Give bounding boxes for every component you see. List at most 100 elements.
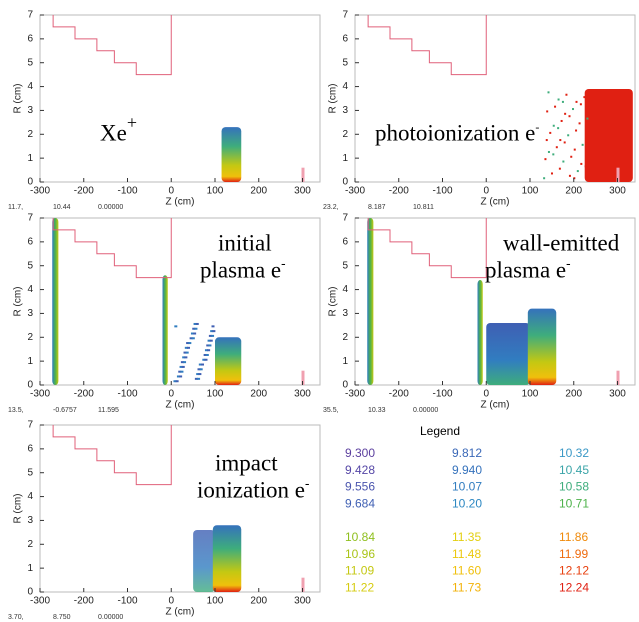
y-tick-label: 4 [27,81,33,92]
panel-label: photoionization e- [375,120,539,146]
y-tick-label: 4 [27,491,33,502]
footer-text: 11.595 [98,407,119,414]
density-speck [208,344,212,347]
panel: -300 -200 -100 0 100 200 300 0 1 2 3 4 5 6 7 Z (cm) R (c… [323,213,636,414]
x-tick-label: 300 [609,186,626,197]
y-tick-label: 3 [27,308,33,319]
x-tick-label: -300 [30,186,50,197]
density-speck [551,172,553,175]
footer-text: 8.187 [368,204,386,211]
x-tick-label: -100 [117,186,137,197]
footer-text: 11.7, [8,204,23,211]
density-speck [578,122,581,125]
density-speck [586,117,589,120]
footer-text: 10.44 [53,204,71,211]
x-tick-label: 200 [250,186,267,197]
x-tick-label: 200 [565,186,582,197]
density-speck [176,375,180,378]
density-speck [190,332,194,335]
density-speck [543,177,546,180]
x-axis-label: Z (cm) [166,197,195,208]
y-tick-label: 1 [342,153,348,164]
density-speck [204,349,208,352]
panel-label: Xe+ [100,113,137,146]
footer-text: 13.5, [8,407,24,414]
y-tick-label: 0 [27,177,33,188]
x-axis-label: Z (cm) [481,400,510,411]
density-region [193,529,215,592]
density-speck [206,344,210,347]
density-region [527,308,557,385]
density-speck [193,332,197,335]
x-axis-label: Z (cm) [166,400,195,411]
y-tick-label: 5 [27,57,33,68]
legend-entry: 9.556 [345,480,375,494]
density-speck [545,139,548,142]
density-speck [205,353,209,356]
y-tick-label: 1 [27,356,33,367]
x-tick-label: -100 [117,596,137,607]
density-speck [186,342,190,345]
legend-entry: 11.22 [345,580,374,594]
legend-entry: 10.32 [559,446,589,460]
legend-entry: 9.300 [345,446,375,460]
density-speck [555,146,558,149]
x-tick-label: -100 [432,389,452,400]
superscript: - [281,255,285,270]
x-tick-label: -300 [30,389,50,400]
footer-text: 0.00000 [413,407,438,414]
legend-entry: 10.20 [452,496,482,510]
density-speck [560,119,563,122]
footer-text: 3.70, [8,614,24,621]
x-tick-label: 300 [294,596,311,607]
density-speck [558,167,561,170]
legend-entry: 10.07 [452,480,482,494]
density-speck [198,373,202,376]
density-speck [568,115,571,118]
density-speck [210,330,214,333]
y-tick-label: 0 [27,380,33,391]
density-speck [188,342,192,345]
density-speck [563,141,566,144]
panel-label: plasma e- [485,255,571,282]
superscript: - [535,120,539,134]
marker [616,370,620,385]
wall-contour [52,425,172,486]
density-speck [211,334,215,337]
density-speck [179,375,183,378]
density-speck [199,368,203,371]
density-speck [208,334,212,337]
x-tick-label: -200 [74,186,94,197]
density-speck [546,110,549,113]
density-speck [570,155,573,158]
density-speck [184,346,188,349]
y-tick-label: 6 [342,33,348,44]
density-speck [572,108,574,111]
plot-frame [354,14,636,183]
y-tick-label: 7 [342,213,348,224]
legend-entry: 10.58 [559,480,589,494]
marker [616,167,620,182]
footer-text: -0.6757 [53,407,77,414]
y-tick-label: 0 [342,177,348,188]
x-tick-label: -300 [30,596,50,607]
y-tick-label: 2 [342,129,348,140]
y-tick-label: 0 [27,587,33,598]
density-speck [547,91,550,94]
density-speck [192,327,196,330]
density-speck [573,148,576,151]
density-speck [201,363,204,366]
x-tick-label: 0 [168,389,174,400]
x-tick-label: -200 [74,389,94,400]
x-tick-label: -200 [74,596,94,607]
density-region [584,88,633,182]
density-speck [183,361,187,364]
y-axis-label: R (cm) [13,287,24,317]
x-tick-label: -100 [432,186,452,197]
panel: -300 -200 -100 0 100 200 300 0 1 2 3 4 5 6 7 Z (cm) R (c… [8,420,321,621]
panel-label: impact [215,450,278,475]
density-speck [549,131,552,134]
density-speck [187,346,190,349]
x-tick-label: 100 [522,389,539,400]
y-tick-label: 1 [27,153,33,164]
